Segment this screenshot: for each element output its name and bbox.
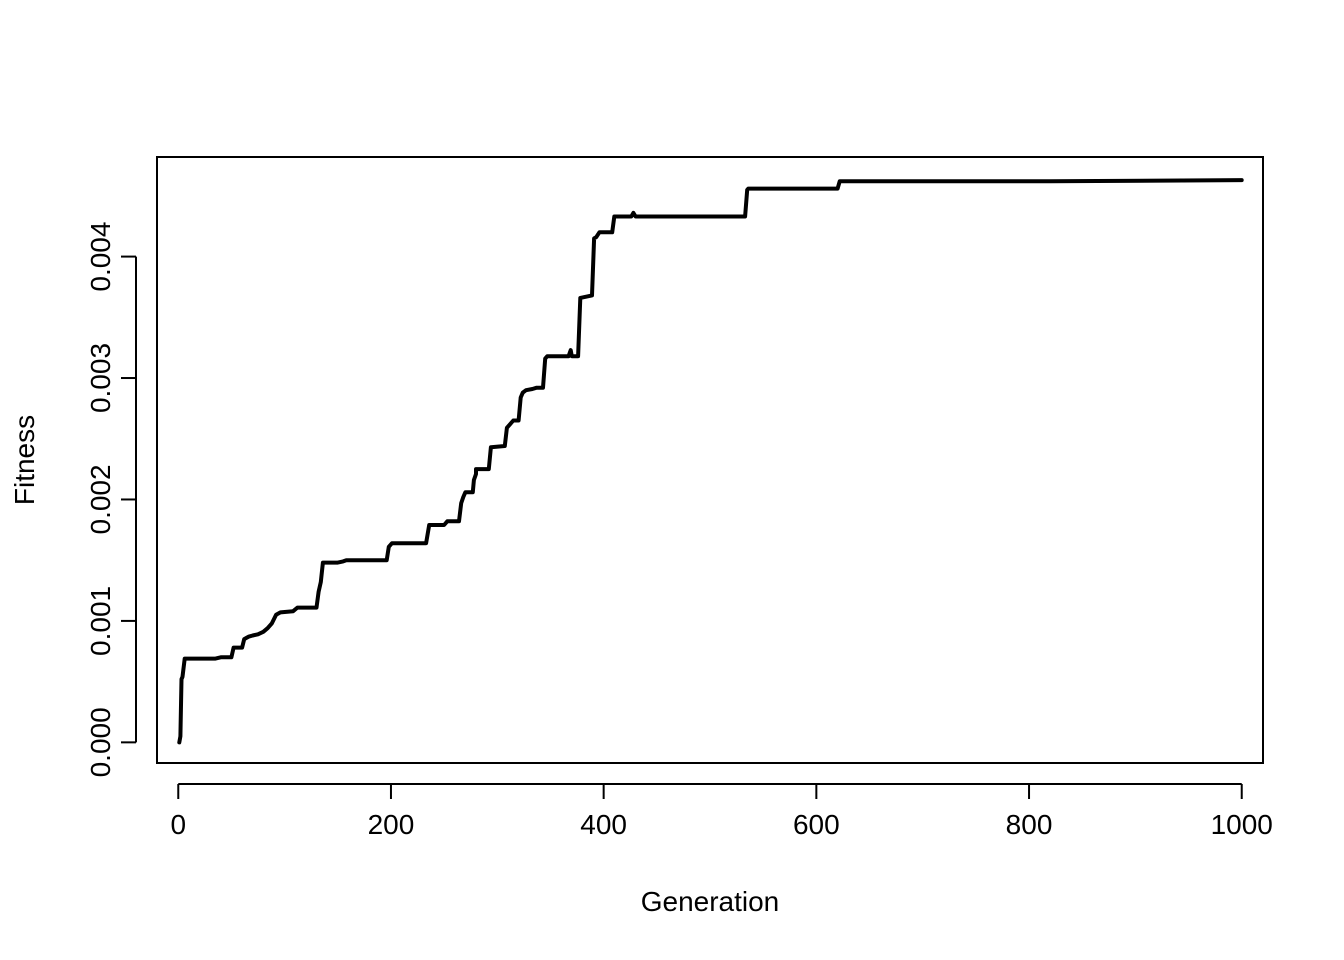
series-line [177, 178, 1244, 745]
series-layer [177, 178, 1244, 745]
x-tick-label: 1000 [1211, 809, 1273, 840]
y-tick-label: 0.001 [85, 586, 116, 656]
x-tick-label: 400 [580, 809, 627, 840]
y-tick-label: 0.000 [85, 707, 116, 777]
x-axis-title: Generation [641, 886, 780, 917]
y-axis: 0.000 0.001 0.002 0.003 0.004 [85, 222, 137, 777]
x-tick-label: 200 [368, 809, 415, 840]
x-tick-label: 600 [793, 809, 840, 840]
y-axis-title: Fitness [9, 415, 40, 505]
y-tick-label: 0.003 [85, 343, 116, 413]
x-axis: 0 200 400 600 800 1000 [170, 783, 1273, 840]
x-tick-label: 800 [1006, 809, 1053, 840]
y-tick-label: 0.004 [85, 222, 116, 292]
y-tick-label: 0.002 [85, 464, 116, 534]
x-tick-label: 0 [170, 809, 186, 840]
plot-area-frame [156, 156, 1264, 764]
